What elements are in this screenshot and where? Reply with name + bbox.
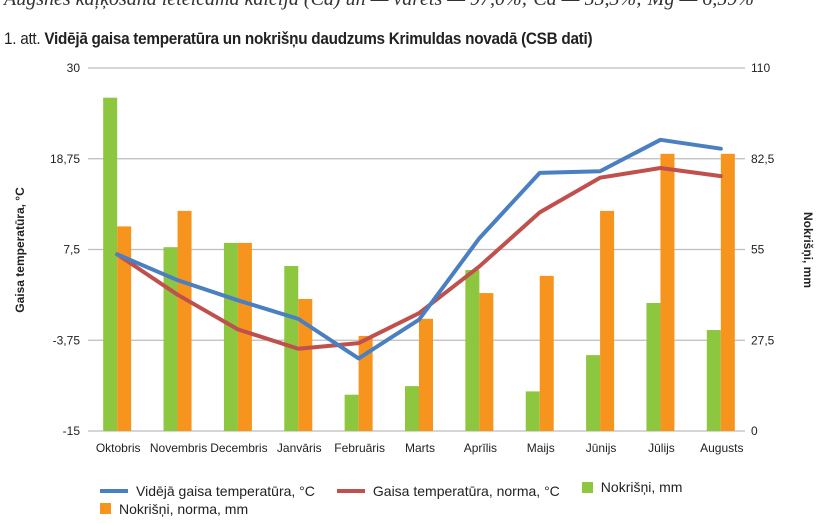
legend-swatch	[581, 481, 593, 493]
x-tick-label: Jūlijs	[648, 441, 675, 455]
bar-precipitation-norm	[600, 210, 615, 431]
x-tick-label: Janvāris	[277, 441, 322, 455]
bar-precipitation-norm	[479, 293, 494, 431]
y-right-tick-label: 55	[751, 243, 765, 257]
bar-precipitation	[405, 386, 419, 431]
y-left-tick-label: -15	[63, 424, 81, 438]
x-tick-label: Maijs	[527, 441, 555, 455]
bar-precipitation-norm	[660, 153, 675, 432]
bar-precipitation-norm	[720, 153, 735, 432]
bar-precipitation-norm	[177, 210, 192, 431]
bar-precipitation	[525, 391, 540, 431]
bar-precipitation-norm	[539, 275, 554, 431]
figure-caption: 1. att. Vidējā gaisa temperatūra un nokr…	[4, 29, 593, 49]
bar-precipitation	[103, 97, 118, 431]
bar-precipitation-norm	[298, 299, 313, 431]
legend-label: Vidējā gaisa temperatūra, °C	[136, 482, 315, 499]
x-tick-label: Oktobris	[96, 441, 141, 455]
bar-precipitation-norm	[237, 242, 252, 431]
x-tick-label: Marts	[405, 441, 435, 455]
caption-title: Vidējā gaisa temperatūra un nokrišņu dau…	[44, 29, 593, 48]
y-left-tick-label: 7,5	[63, 243, 80, 257]
legend-label: Nokrišņi, norma, mm	[119, 500, 249, 517]
y-right-tick-label: 110	[751, 61, 770, 75]
legend-label: Nokrišņi, mm	[600, 479, 683, 495]
line-avg-temperature	[115, 137, 723, 361]
clipped-text-line: Augsnes kaļķošanā ieteicamā kalcija (Ca)…	[4, 0, 754, 11]
legend-item: Gaisa temperatūra, norma, °C	[336, 482, 560, 500]
bar-precipitation-norm	[358, 335, 373, 431]
y-left-axis-title: Gaisa temperatūra, °C	[13, 187, 27, 313]
y-right-tick-label: 27,5	[751, 333, 775, 347]
x-tick-label: Aprīlis	[464, 441, 497, 455]
y-left-tick-label: 30	[67, 61, 81, 75]
y-left-tick-label: 18,75	[50, 152, 80, 166]
bar-precipitation	[223, 242, 238, 431]
x-tick-label: Novembris	[150, 441, 207, 455]
bar-precipitation	[706, 330, 721, 431]
legend-label: Gaisa temperatūra, norma, °C	[372, 482, 560, 499]
bar-precipitation-norm	[117, 226, 132, 431]
caption-prefix: 1. att.	[4, 29, 41, 48]
y-right-axis-title: Nokrišņi, mm	[801, 212, 815, 288]
bar-precipitation	[344, 394, 359, 431]
y-left-tick-label: -3,75	[53, 333, 81, 347]
legend-swatch	[100, 503, 111, 514]
bar-precipitation	[465, 269, 480, 431]
x-tick-label: Februāris	[334, 441, 385, 455]
bar-precipitation	[586, 355, 601, 431]
bar-precipitation	[646, 302, 661, 431]
x-tick-label: Augusts	[700, 441, 743, 455]
legend-item: Nokrišņi, mm	[581, 478, 683, 496]
legend-item: Vidējā gaisa temperatūra, °C	[100, 482, 315, 500]
x-tick-label: Jūnijs	[586, 441, 617, 455]
legend: Vidējā gaisa temperatūra, °C Gaisa temper…	[100, 478, 704, 518]
y-right-tick-label: 82,5	[751, 152, 775, 166]
legend-item: Nokrišņi, norma, mm	[100, 500, 248, 518]
x-tick-label: Decembris	[210, 441, 267, 455]
legend-swatch	[336, 488, 365, 493]
legend-swatch	[100, 488, 128, 493]
y-right-tick-label: 0	[751, 424, 758, 438]
bar-precipitation-norm	[419, 318, 433, 431]
line-norm-temperature	[115, 166, 723, 351]
